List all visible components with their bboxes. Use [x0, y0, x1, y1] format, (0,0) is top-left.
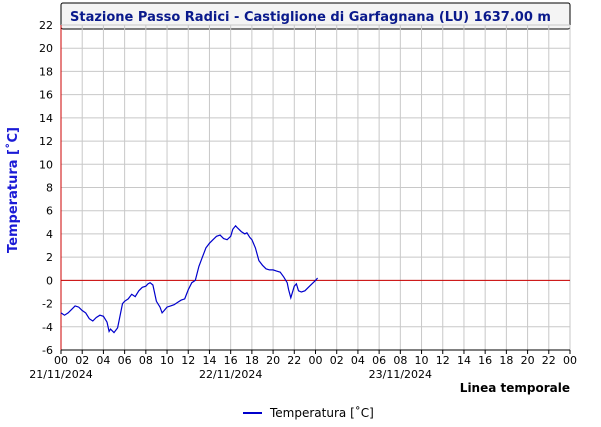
x-date-label: 21/11/2024	[29, 368, 92, 381]
x-tick-label: 04	[96, 354, 110, 367]
legend-label: Temperatura [˚C]	[269, 405, 374, 420]
y-tick-label: 4	[46, 228, 53, 241]
x-tick-label: 20	[521, 354, 535, 367]
x-tick-label: 22	[542, 354, 556, 367]
x-tick-label: 12	[436, 354, 450, 367]
x-tick-label: 00	[54, 354, 68, 367]
x-tick-label: 12	[181, 354, 195, 367]
x-tick-label: 14	[202, 354, 216, 367]
y-tick-label: 22	[39, 19, 53, 32]
x-tick-label: 02	[330, 354, 344, 367]
x-tick-label: 06	[118, 354, 132, 367]
x-tick-label: 18	[499, 354, 513, 367]
x-tick-label: 18	[245, 354, 259, 367]
legend: Temperatura [˚C]	[243, 405, 374, 420]
x-tick-label: 00	[309, 354, 323, 367]
x-tick-label: 16	[224, 354, 238, 367]
x-tick-label: 00	[563, 354, 577, 367]
x-tick-label: 08	[139, 354, 153, 367]
x-tick-label: 10	[160, 354, 174, 367]
y-tick-label: 12	[39, 135, 53, 148]
y-tick-label: 10	[39, 158, 53, 171]
y-tick-label: 0	[46, 274, 53, 287]
x-tick-label: 02	[75, 354, 89, 367]
x-tick-label: 06	[372, 354, 386, 367]
y-tick-label: 8	[46, 182, 53, 195]
x-tick-label: 22	[287, 354, 301, 367]
x-tick-label: 04	[351, 354, 365, 367]
x-tick-label: 20	[266, 354, 280, 367]
y-tick-label: 18	[39, 65, 53, 78]
x-tick-label: 10	[415, 354, 429, 367]
x-date-label: 22/11/2024	[199, 368, 262, 381]
series-line-temperatura	[60, 224, 319, 334]
x-date-label: 23/11/2024	[369, 368, 432, 381]
y-tick-label: 16	[39, 89, 53, 102]
y-tick-label: -2	[42, 298, 53, 311]
x-axis-label: Linea temporale	[460, 381, 570, 395]
y-tick-label: -4	[42, 321, 53, 334]
y-tick-label: 20	[39, 42, 53, 55]
y-axis-label: Temperatura [˚C]	[5, 127, 21, 253]
y-tick-label: -6	[42, 344, 53, 357]
x-tick-label: 16	[478, 354, 492, 367]
y-tick-label: 6	[46, 205, 53, 218]
chart-title: Stazione Passo Radici - Castiglione di G…	[70, 10, 551, 25]
x-tick-label: 08	[393, 354, 407, 367]
y-tick-label: 2	[46, 251, 53, 264]
x-tick-label: 14	[457, 354, 471, 367]
y-tick-label: 14	[39, 112, 53, 125]
